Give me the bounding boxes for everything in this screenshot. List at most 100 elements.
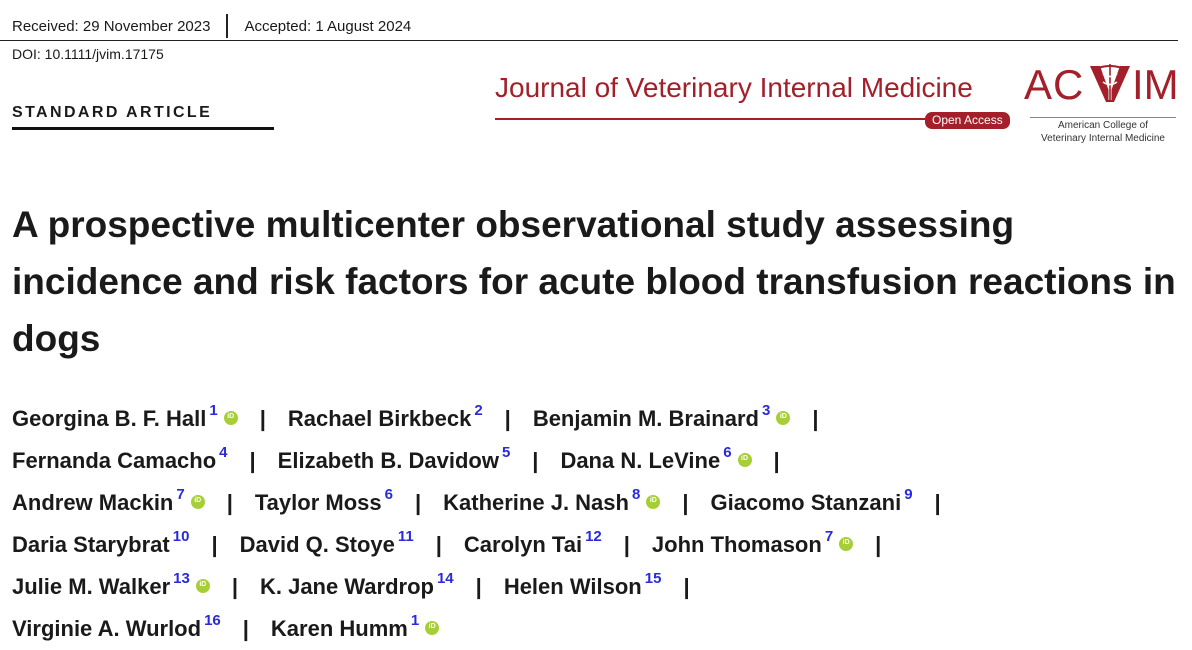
author-name: Dana N. LeVine: [560, 448, 721, 473]
affiliation-marker[interactable]: 6: [723, 443, 732, 461]
affiliation-marker[interactable]: 2: [474, 401, 483, 419]
author: Virginie A. Wurlod 16: [12, 612, 221, 642]
dates-row: Received: 29 November 2023 Accepted: 1 A…: [12, 14, 411, 38]
affiliation-marker[interactable]: 7: [824, 527, 834, 545]
acvim-subtitle-line1: American College of: [1030, 117, 1176, 132]
author-separator: |: [504, 406, 511, 431]
open-access-badge: Open Access: [925, 112, 1010, 129]
author: Katherine J. Nash 8: [443, 486, 661, 516]
affiliation-marker[interactable]: 14: [436, 569, 454, 587]
affiliation-marker[interactable]: 1: [410, 611, 420, 629]
journal-name[interactable]: Journal of Veterinary Internal Medicine: [495, 72, 973, 103]
author: Julie M. Walker 13: [12, 570, 210, 600]
author-separator: |: [435, 532, 442, 557]
accepted-date: Accepted: 1 August 2024: [244, 17, 412, 35]
author-name: K. Jane Wardrop: [259, 574, 434, 599]
author-separator: |: [532, 448, 539, 473]
author: Helen Wilson 15: [503, 570, 662, 600]
author: Giacomo Stanzani 9: [710, 486, 912, 516]
affiliation-marker[interactable]: 11: [397, 527, 414, 545]
author: David Q. Stoye 11: [239, 528, 414, 558]
author-separator: |: [875, 532, 882, 557]
author-name: Karen Humm: [270, 616, 408, 641]
author: Taylor Moss 6: [255, 486, 393, 516]
author: Fernanda Camacho 4: [12, 444, 228, 474]
acvim-subtitle: American College of Veterinary Internal …: [1030, 117, 1176, 145]
header-rule: [0, 40, 1178, 41]
author-name: Benjamin M. Brainard: [532, 406, 759, 431]
author-line: Fernanda Camacho 4 | Elizabeth B. Davidow 5 |…: [12, 440, 1182, 482]
author-separator: |: [231, 574, 238, 599]
orcid-icon[interactable]: [223, 411, 238, 425]
affiliation-marker[interactable]: 4: [219, 443, 228, 461]
author-line: Daria Starybrat 10 | David Q. Stoye 11 | Carol…: [12, 524, 1182, 566]
author-separator: |: [242, 616, 249, 641]
affiliation-marker[interactable]: 10: [172, 527, 190, 545]
author-separator: |: [249, 448, 256, 473]
author-separator: |: [623, 532, 630, 557]
affiliation-marker[interactable]: 9: [904, 485, 913, 503]
orcid-icon[interactable]: [776, 411, 791, 425]
affiliation-marker[interactable]: 5: [501, 443, 511, 461]
orcid-icon[interactable]: [195, 579, 210, 593]
received-date: Received: 29 November 2023: [12, 17, 211, 35]
acvim-subtitle-line2: Veterinary Internal Medicine: [1041, 133, 1165, 144]
author: Andrew Mackin 7: [12, 486, 205, 516]
journal-rule: [495, 118, 925, 120]
author-name: Julie M. Walker: [12, 574, 171, 599]
author-separator: |: [773, 448, 780, 473]
author-separator: |: [414, 490, 422, 515]
author-name: Helen Wilson: [503, 574, 642, 599]
author-name: Katherine J. Nash: [443, 490, 629, 515]
affiliation-marker[interactable]: 12: [585, 527, 602, 545]
affiliation-marker[interactable]: 1: [209, 401, 218, 419]
author-name: Elizabeth B. Davidow: [277, 448, 499, 473]
affiliation-marker[interactable]: 15: [644, 569, 662, 587]
affiliation-marker[interactable]: 8: [631, 485, 641, 503]
author: Karen Humm 1: [270, 612, 440, 642]
orcid-icon[interactable]: [190, 495, 205, 509]
doi[interactable]: DOI: 10.1111/jvim.17175: [12, 46, 164, 62]
svg-text:IM: IM: [1132, 62, 1179, 104]
affiliation-marker[interactable]: 16: [204, 611, 221, 629]
article-type: STANDARD ARTICLE: [12, 104, 213, 121]
date-separator: [226, 14, 229, 38]
article-type-underline: [12, 127, 274, 130]
author: Georgina B. F. Hall 1: [12, 402, 238, 432]
orcid-icon[interactable]: [646, 495, 661, 509]
author-name: Rachael Birkbeck: [287, 406, 472, 431]
author-name: Virginie A. Wurlod: [12, 616, 202, 641]
author: Benjamin M. Brainard 3: [532, 402, 791, 432]
author-name: Fernanda Camacho: [12, 448, 217, 473]
affiliation-marker[interactable]: 7: [176, 485, 185, 503]
author-name: Andrew Mackin: [12, 490, 174, 515]
author: Dana N. LeVine 6: [560, 444, 752, 474]
orcid-icon[interactable]: [737, 453, 752, 467]
author-separator: |: [683, 574, 690, 599]
acvim-logo[interactable]: AC IM: [1024, 62, 1180, 104]
orcid-icon[interactable]: [839, 537, 854, 551]
orcid-icon[interactable]: [425, 621, 440, 635]
author-name: Carolyn Tai: [463, 532, 583, 557]
author: Rachael Birkbeck 2: [287, 402, 483, 432]
author-name: John Thomason: [651, 532, 822, 557]
author-name: Giacomo Stanzani: [710, 490, 902, 515]
author: Daria Starybrat 10: [12, 528, 189, 558]
caduceus-v-icon: [1090, 64, 1130, 102]
author: Carolyn Tai 12: [463, 528, 602, 558]
affiliation-marker[interactable]: 6: [384, 485, 393, 503]
author-separator: |: [934, 490, 941, 515]
author-name: David Q. Stoye: [239, 532, 395, 557]
author-separator: |: [226, 490, 233, 515]
author-separator: |: [682, 490, 689, 515]
affiliation-marker[interactable]: 3: [761, 401, 771, 419]
author-separator: |: [475, 574, 482, 599]
author-name: Daria Starybrat: [12, 532, 170, 557]
affiliation-marker[interactable]: 13: [173, 569, 190, 587]
author-separator: |: [211, 532, 218, 557]
author: John Thomason 7: [651, 528, 854, 558]
